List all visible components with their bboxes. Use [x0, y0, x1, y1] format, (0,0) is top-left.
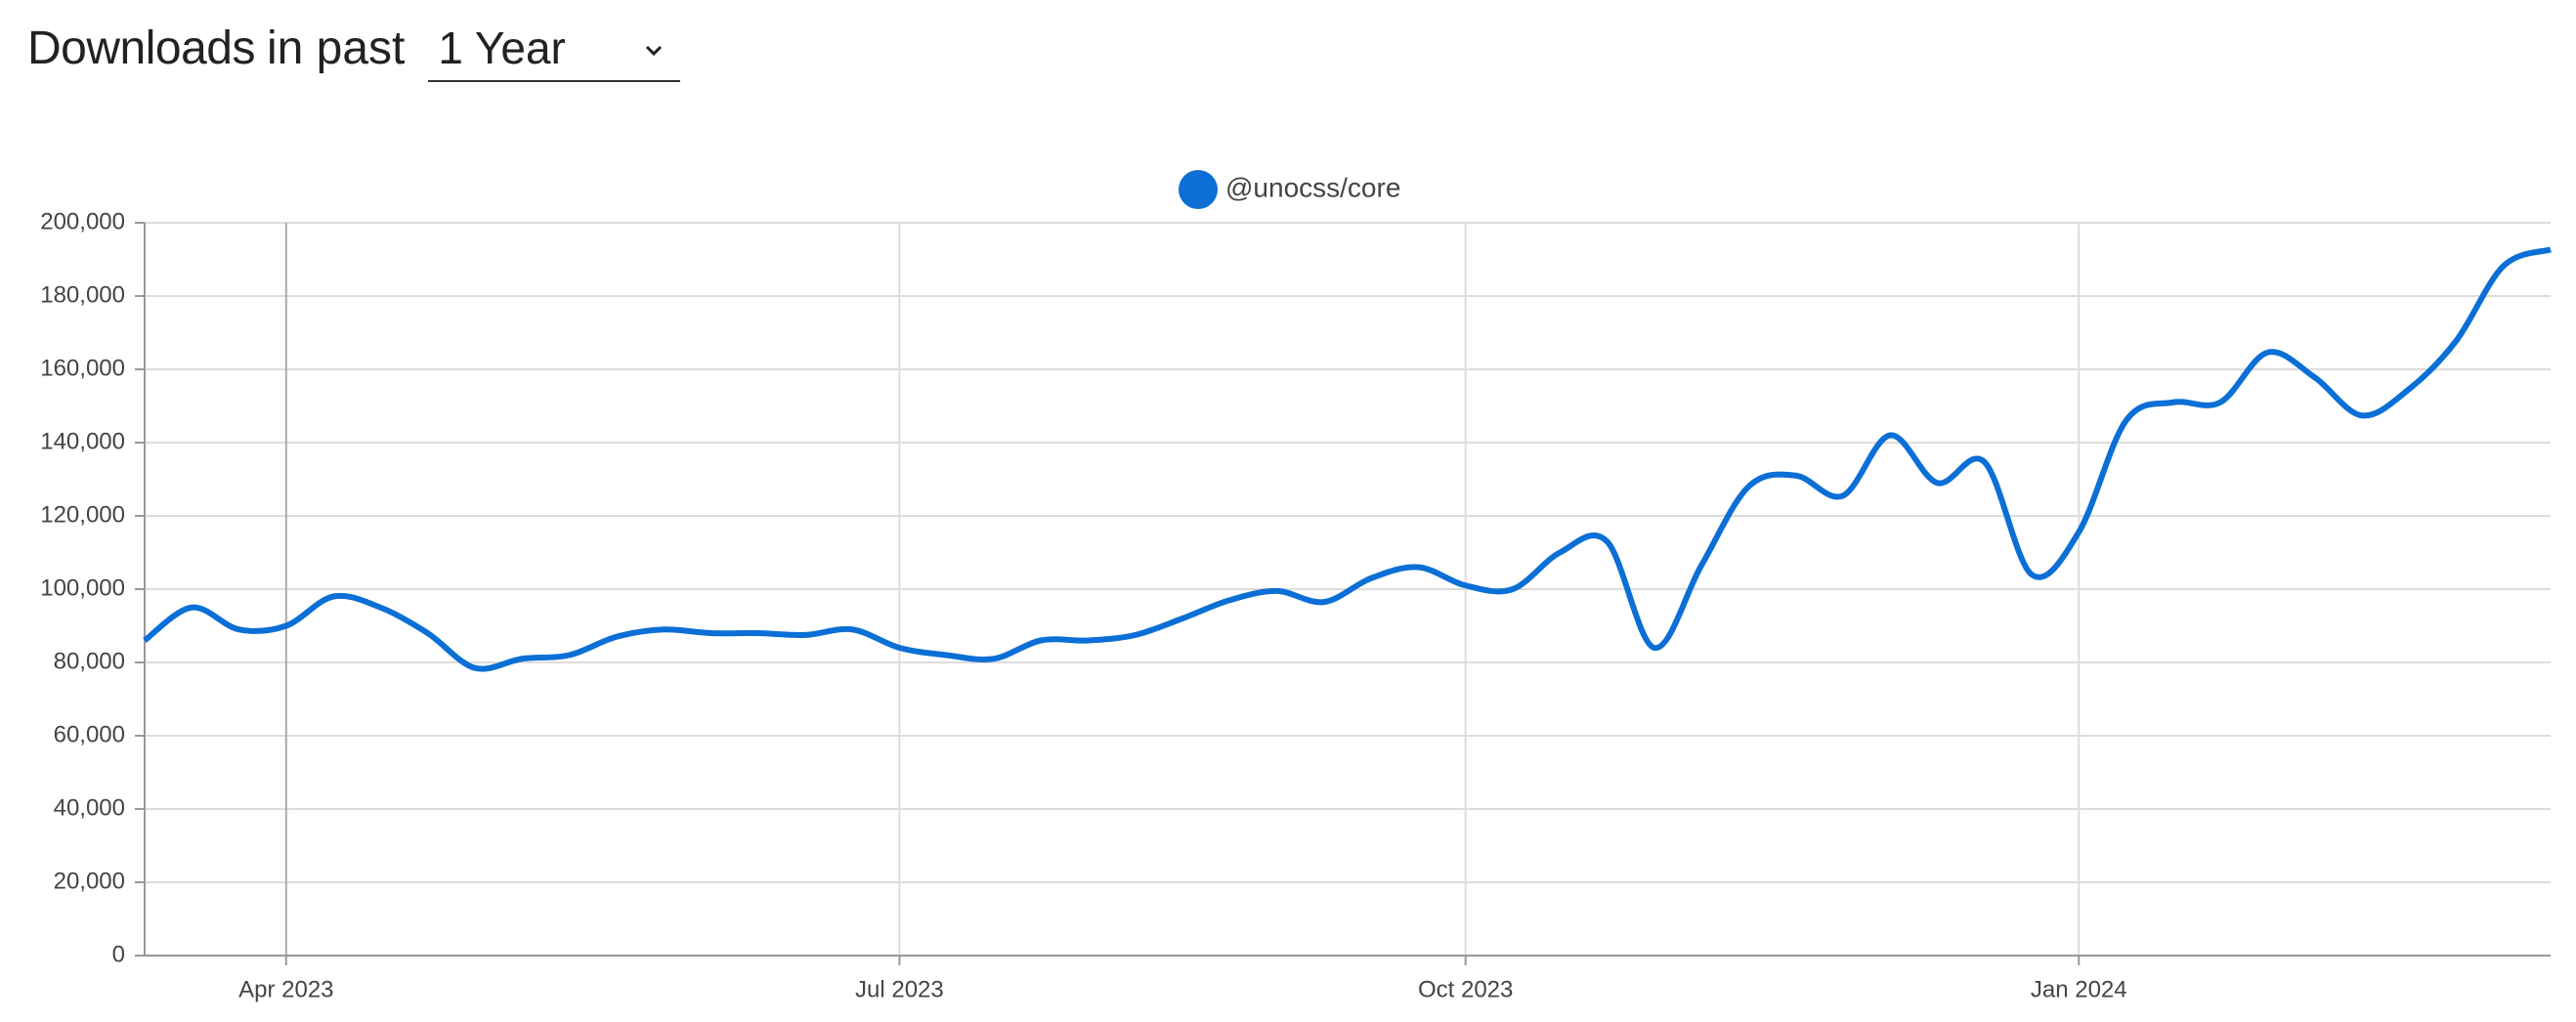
y-tick-label: 40,000 [54, 794, 125, 821]
header: Downloads in past 1 Year [27, 21, 681, 90]
y-tick-label: 80,000 [54, 648, 125, 674]
y-tick-label: 60,000 [54, 721, 125, 747]
y-tick-label: 140,000 [40, 428, 125, 454]
x-tick-label: Apr 2023 [238, 976, 333, 1002]
y-tick-label: 0 [112, 941, 125, 967]
y-tick-label: 100,000 [40, 575, 125, 601]
legend-swatch [1179, 170, 1218, 209]
x-tick-label: Oct 2023 [1418, 976, 1513, 1002]
range-select[interactable]: 1 Year [428, 21, 681, 82]
x-tick-label: Jan 2024 [2031, 976, 2127, 1002]
x-tick-label: Jul 2023 [855, 976, 944, 1002]
y-tick-label: 180,000 [40, 281, 125, 308]
y-tick-label: 160,000 [40, 355, 125, 381]
y-tick-label: 200,000 [40, 208, 125, 234]
header-subtitle: in past [266, 22, 406, 74]
series-line [143, 246, 2552, 672]
legend-label: @unocss/core [1225, 172, 1400, 202]
y-tick-label: 120,000 [40, 501, 125, 528]
y-tick-label: 20,000 [54, 868, 125, 894]
chevron [646, 45, 663, 57]
range-value: 1 Year [438, 22, 566, 73]
header-title: Downloads [27, 22, 255, 74]
